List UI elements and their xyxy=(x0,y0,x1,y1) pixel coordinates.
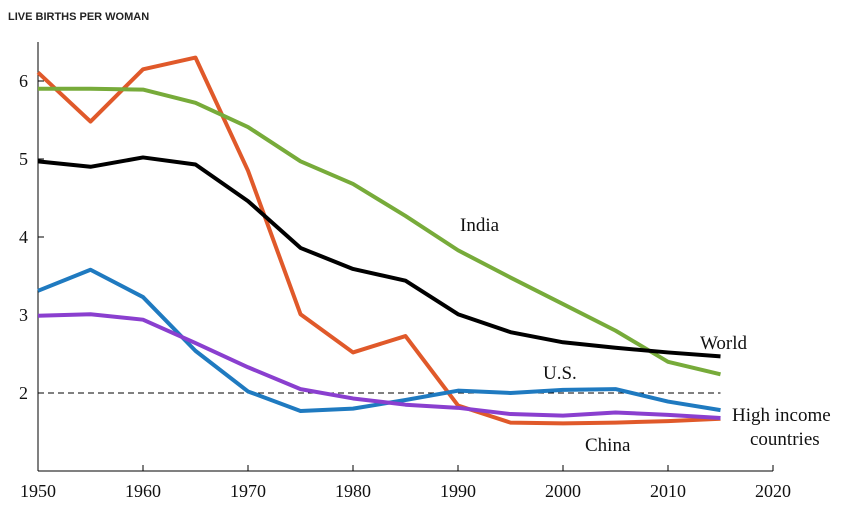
x-tick-label: 1990 xyxy=(440,481,476,501)
y-tick-label: 6 xyxy=(19,71,28,91)
series-label: High income countries xyxy=(732,405,835,450)
series-label: India xyxy=(460,215,500,236)
x-tick-label: 2000 xyxy=(545,481,581,501)
x-tick-label: 1980 xyxy=(335,481,371,501)
y-tick-label: 5 xyxy=(19,149,28,169)
y-axis-title: LIVE BIRTHS PER WOMAN xyxy=(8,11,149,23)
series-line xyxy=(37,155,721,359)
series-label: World xyxy=(700,333,748,354)
x-tick-label: 1970 xyxy=(230,481,266,501)
x-tick-label: 1960 xyxy=(125,481,161,501)
series-line xyxy=(36,55,721,426)
label-line: High income xyxy=(732,405,835,426)
y-tick-label: 4 xyxy=(19,227,28,247)
label-line: countries xyxy=(750,429,820,450)
y-tick-label: 3 xyxy=(19,305,28,325)
series-line xyxy=(37,312,721,420)
series-line xyxy=(37,267,721,413)
series-line xyxy=(38,86,721,377)
x-tick-label: 2020 xyxy=(755,481,791,501)
series-label: U.S. xyxy=(543,363,577,384)
y-tick-label: 2 xyxy=(19,383,28,403)
x-tick-label: 2010 xyxy=(650,481,686,501)
x-tick-label: 1950 xyxy=(20,481,56,501)
series-label: China xyxy=(585,435,631,456)
